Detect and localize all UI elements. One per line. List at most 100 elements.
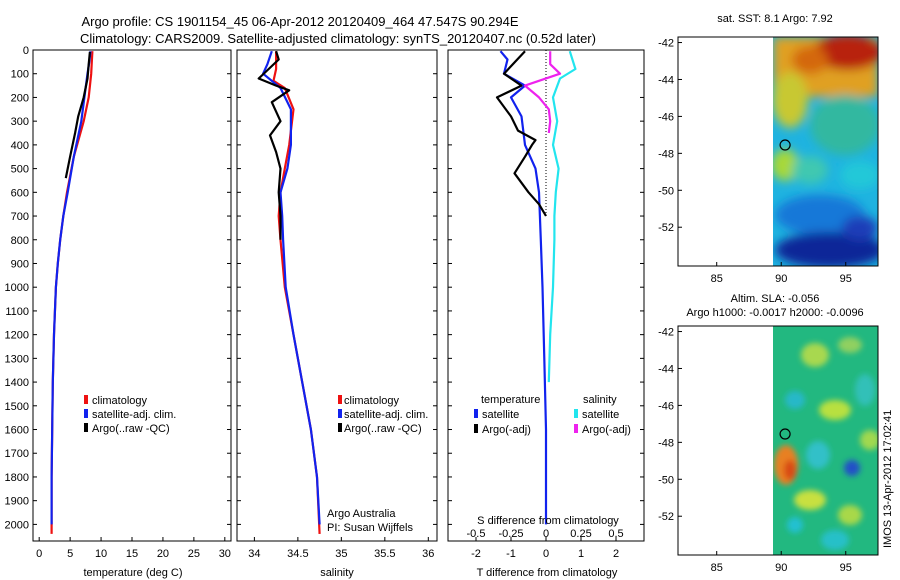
- legend-swatch-argo: [338, 423, 342, 432]
- map-y-tick-label: -48: [658, 437, 674, 449]
- legend-label-temperature-argo: Argo(-adj): [482, 424, 531, 436]
- temperature-lines: [50, 51, 94, 534]
- sst-map-image: [773, 37, 878, 266]
- legend-swatch-temperature-satellite: [474, 409, 478, 418]
- legend-swatch-climatology: [338, 395, 342, 404]
- map-y-tick-label: -52: [658, 222, 674, 234]
- y-tick-label: 2000: [5, 519, 29, 531]
- series-line-climatology: [272, 51, 321, 534]
- map-x-tick-label: 95: [840, 562, 852, 574]
- y-tick-label: 800: [11, 235, 29, 247]
- series-line-climatology: [50, 51, 94, 534]
- salinity-xlabel: salinity: [320, 567, 354, 579]
- legend-swatch-temperature-argo: [474, 424, 478, 433]
- legend-label-temperature-satellite: satellite: [482, 409, 519, 421]
- salinity-lines: [257, 50, 321, 534]
- annotation-pi: PI: Susan Wijffels: [327, 522, 413, 534]
- annotation-argo-australia: Argo Australia: [327, 508, 396, 520]
- map-y-tick-label: -46: [658, 400, 674, 412]
- map-y-tick-label: -48: [658, 148, 674, 160]
- y-tick-label: 1000: [5, 282, 29, 294]
- legend-label-salinity-satellite: satellite: [582, 409, 619, 421]
- map-x-tick-label: 85: [711, 273, 723, 285]
- series-line-temperature-argo-adj-: [495, 50, 547, 217]
- y-tick-label: 1400: [5, 377, 29, 389]
- sla-map-image: [773, 326, 878, 555]
- sla-map-title-1: Altim. SLA: -0.056: [731, 293, 820, 305]
- map-x-tick-label: 95: [840, 273, 852, 285]
- argo-position-marker: [779, 139, 791, 151]
- legend-swatch-satellite: [338, 409, 342, 418]
- x-tick-label: -2: [471, 548, 481, 560]
- difference-legend: temperature salinity satellite Argo(-adj…: [474, 394, 631, 436]
- map-y-tick-label: -44: [658, 74, 674, 86]
- x-tick-label: 2: [613, 548, 619, 560]
- y-tick-label: 700: [11, 211, 29, 223]
- salinity-x-axis: 34 34.5 35 35.5 36: [248, 537, 434, 560]
- s-tick-label: 0.5: [608, 528, 623, 540]
- salinity-axes: [236, 49, 438, 542]
- map-y-tick-label: -46: [658, 111, 674, 123]
- y-tick-label: 200: [11, 92, 29, 104]
- s-tick-label: 0.25: [570, 528, 591, 540]
- x-tick-label: 0: [543, 548, 549, 560]
- y-tick-label: 300: [11, 116, 29, 128]
- x-tick-label: 25: [188, 548, 200, 560]
- argo-position-marker: [779, 428, 791, 440]
- sst-map-axes: [677, 36, 879, 267]
- y-tick-label: 0: [23, 45, 29, 57]
- y-tick-label: 100: [11, 69, 29, 81]
- x-tick-label: 35.5: [374, 548, 395, 560]
- series-line-argo-raw-qc-: [64, 51, 91, 179]
- y-tick-label: 1200: [5, 330, 29, 342]
- y-tick-label: 1500: [5, 401, 29, 413]
- y-tick-label: 1300: [5, 353, 29, 365]
- legend-label-argo: Argo(..raw -QC): [344, 423, 422, 435]
- sla-map-axes: [677, 325, 879, 556]
- x-tick-label: 5: [67, 548, 73, 560]
- sst-map-ticks: 85 90 95 -42 -44 -46 -48 -50 -52: [658, 38, 852, 285]
- legend-title-temperature: temperature: [481, 394, 540, 406]
- y-tick-label: 1800: [5, 472, 29, 484]
- legend-swatch-argo: [84, 423, 88, 432]
- y-tick-label: 1600: [5, 425, 29, 437]
- legend-title-salinity: salinity: [583, 394, 617, 406]
- map-y-tick-label: -42: [658, 38, 674, 50]
- x-tick-label: -1: [506, 548, 516, 560]
- sla-map-title-2: Argo h1000: -0.0017 h2000: -0.0096: [686, 307, 863, 319]
- sla-map-ticks: 85 90 95 -42 -44 -46 -48 -50 -52: [658, 327, 852, 574]
- map-y-tick-label: -44: [658, 363, 674, 375]
- legend-label-climatology: climatology: [92, 395, 148, 407]
- title-line-2: Climatology: CARS2009. Satellite-adjuste…: [80, 31, 596, 46]
- legend-swatch-salinity-satellite: [574, 409, 578, 418]
- x-tick-label: 34: [248, 548, 260, 560]
- series-line-satellite-adj-clim-: [262, 50, 321, 525]
- legend-label-satellite: satellite-adj. clim.: [344, 409, 428, 421]
- legend-label-climatology: climatology: [344, 395, 400, 407]
- series-line-salinity-satellite: [547, 50, 577, 383]
- difference-xlabel-top: S difference from climatology: [477, 515, 619, 527]
- x-tick-label: 35: [335, 548, 347, 560]
- x-tick-label: 34.5: [287, 548, 308, 560]
- series-line-salinity-argo-adj-: [523, 51, 562, 134]
- x-tick-label: 30: [219, 548, 231, 560]
- difference-xlabel: T difference from climatology: [477, 567, 618, 579]
- series-line-temperature-satellite: [499, 50, 548, 525]
- map-x-tick-label: 90: [775, 562, 787, 574]
- x-tick-label: 36: [422, 548, 434, 560]
- s-tick-label: -0.25: [498, 528, 523, 540]
- title-line-1: Argo profile: CS 1901154_45 06-Apr-2012 …: [81, 14, 518, 29]
- temperature-xlabel: temperature (deg C): [83, 567, 182, 579]
- y-tick-label: 1100: [5, 306, 29, 318]
- y-tick-label: 500: [11, 164, 29, 176]
- series-line-argo-raw-qc-: [257, 50, 291, 240]
- s-tick-label: -0.5: [467, 528, 486, 540]
- timestamp-stamp: IMOS 13-Apr-2012 17:02:41: [882, 410, 894, 548]
- legend-swatch-salinity-argo: [574, 424, 578, 433]
- legend-label-argo: Argo(..raw -QC): [92, 423, 170, 435]
- x-tick-label: 1: [578, 548, 584, 560]
- legend-swatch-satellite: [84, 409, 88, 418]
- map-y-tick-label: -50: [658, 474, 674, 486]
- x-tick-label: 0: [36, 548, 42, 560]
- x-tick-label: 15: [126, 548, 138, 560]
